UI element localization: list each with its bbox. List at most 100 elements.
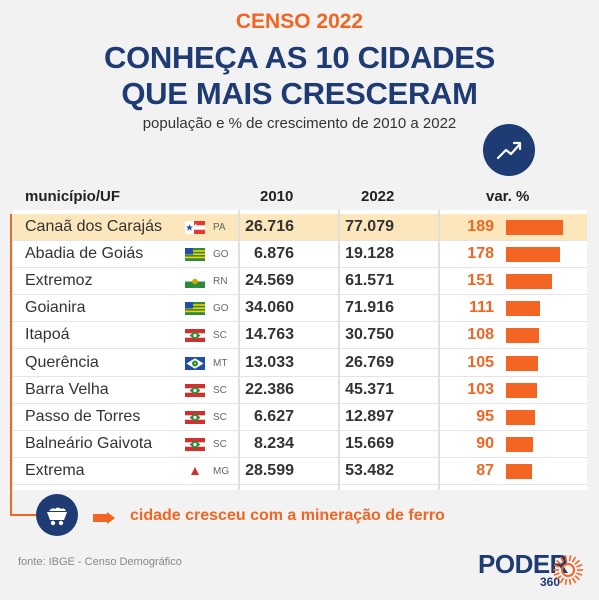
flag-go-icon (185, 302, 205, 316)
growth-percent: 105 (467, 353, 494, 371)
population-2010: 13.033 (245, 353, 294, 371)
mine-badge (36, 494, 78, 536)
growth-bar (506, 355, 538, 371)
population-2022: 12.897 (345, 407, 394, 425)
city-name: Extrema (25, 461, 85, 479)
trend-up-icon (496, 141, 522, 160)
growth-bar (506, 409, 535, 425)
growth-bar (506, 220, 563, 235)
flag-sc-icon (185, 437, 205, 451)
headline-line-1: CONHEÇA AS 10 CIDADES (103, 40, 496, 75)
population-2022: 30.750 (345, 326, 394, 344)
state-code: GO (213, 303, 229, 315)
population-2010: 26.716 (245, 218, 294, 235)
population-2010: 14.763 (245, 326, 294, 344)
population-2022: 53.482 (345, 461, 394, 479)
table-row: Itapoá SC 14.763 30.750 108 (13, 322, 587, 350)
column-header-2022: 2022 (361, 188, 395, 205)
flag-mt-icon (185, 356, 205, 370)
growth-bar (506, 274, 552, 290)
population-2010: 24.569 (245, 272, 294, 290)
growth-bar (506, 247, 560, 263)
city-name: Passo de Torres (25, 407, 141, 425)
city-name: Itapoá (25, 326, 70, 344)
state-code: MG (213, 465, 230, 477)
logo-text: PODER (478, 549, 568, 579)
city-name: Abadia de Goiás (25, 245, 144, 263)
growth-percent: 108 (467, 326, 494, 344)
growth-percent: 178 (467, 245, 494, 263)
flag-rn-icon (185, 275, 205, 289)
table-row: Canaã dos Carajás PA 26.716 77.079 189 (13, 214, 587, 241)
flag-pa-icon (185, 221, 205, 234)
population-2022: 45.371 (345, 380, 394, 398)
state-code: MT (213, 357, 228, 369)
population-2022: 19.128 (345, 245, 394, 263)
population-2010: 28.599 (245, 461, 294, 479)
state-code: PA (213, 222, 226, 233)
growth-percent: 151 (467, 272, 494, 290)
state-code: RN (213, 276, 228, 288)
flag-sc-icon (185, 329, 205, 343)
population-2010: 34.060 (245, 299, 294, 317)
table-row: Extrema MG 28.599 53.482 87 (13, 458, 587, 485)
table-row: Barra Velha SC 22.386 45.371 103 (13, 377, 587, 404)
column-header-2010: 2010 (260, 188, 294, 205)
table-row: Balneário Gaivota SC 8.234 15.669 90 (13, 431, 587, 458)
state-code: SC (213, 411, 227, 423)
column-divider (438, 210, 440, 490)
flag-sc-icon (185, 410, 205, 424)
population-2022: 77.079 (345, 218, 394, 235)
state-code: SC (213, 330, 227, 342)
note-bracket (10, 214, 12, 515)
flag-go-icon (185, 248, 205, 262)
city-name: Extremoz (25, 272, 93, 290)
city-name: Goianira (25, 299, 86, 317)
column-header-var: var. % (486, 188, 530, 205)
growth-percent: 90 (476, 434, 494, 452)
population-2022: 15.669 (345, 434, 394, 452)
logo-number: 360 (540, 575, 561, 589)
growth-percent: 189 (467, 218, 494, 235)
growth-bar (506, 382, 538, 398)
population-2010: 22.386 (245, 380, 294, 398)
growth-percent: 87 (476, 461, 494, 479)
state-code: SC (213, 438, 227, 450)
city-name: Canaã dos Carajás (25, 218, 162, 235)
growth-bar (506, 301, 540, 317)
growth-bar (506, 328, 539, 344)
column-divider (238, 210, 240, 490)
flag-mg-icon (185, 464, 205, 478)
growth-bar (506, 436, 534, 452)
growth-percent: 95 (476, 407, 494, 425)
population-2010: 6.627 (253, 407, 294, 425)
kicker: CENSO 2022 (235, 10, 364, 33)
flag-sc-icon (185, 383, 205, 397)
population-2010: 6.876 (253, 245, 294, 263)
state-code: SC (213, 384, 227, 396)
logo-sun-icon (553, 555, 583, 585)
subtitle: população e % de crescimento de 2010 a 2… (142, 115, 457, 132)
growth-bar (506, 463, 533, 479)
headline-line-2: QUE MAIS CRESCERAM (121, 76, 478, 111)
table-row: Goianira GO 34.060 71.916 111 (13, 295, 587, 323)
state-code: GO (213, 249, 229, 261)
population-2010: 8.234 (253, 434, 294, 452)
table-row: Querência MT 13.033 26.769 105 (13, 350, 587, 377)
mine-cart-icon (47, 507, 67, 526)
growth-percent: 111 (469, 299, 494, 317)
population-2022: 61.571 (345, 272, 394, 290)
city-name: Barra Velha (25, 380, 109, 398)
arrow-right-icon (93, 512, 115, 524)
population-2022: 71.916 (345, 299, 394, 317)
note-bracket (10, 514, 36, 516)
table-row: Abadia de Goiás GO 6.876 19.128 178 (13, 241, 587, 269)
growth-percent: 103 (467, 380, 494, 398)
trend-badge (483, 124, 535, 176)
mining-note: cidade cresceu com a mineração de ferro (130, 507, 445, 524)
population-2022: 26.769 (345, 353, 394, 371)
column-header-municipio: município/UF (25, 188, 120, 205)
city-name: Balneário Gaivota (25, 434, 153, 452)
data-table (13, 210, 587, 490)
